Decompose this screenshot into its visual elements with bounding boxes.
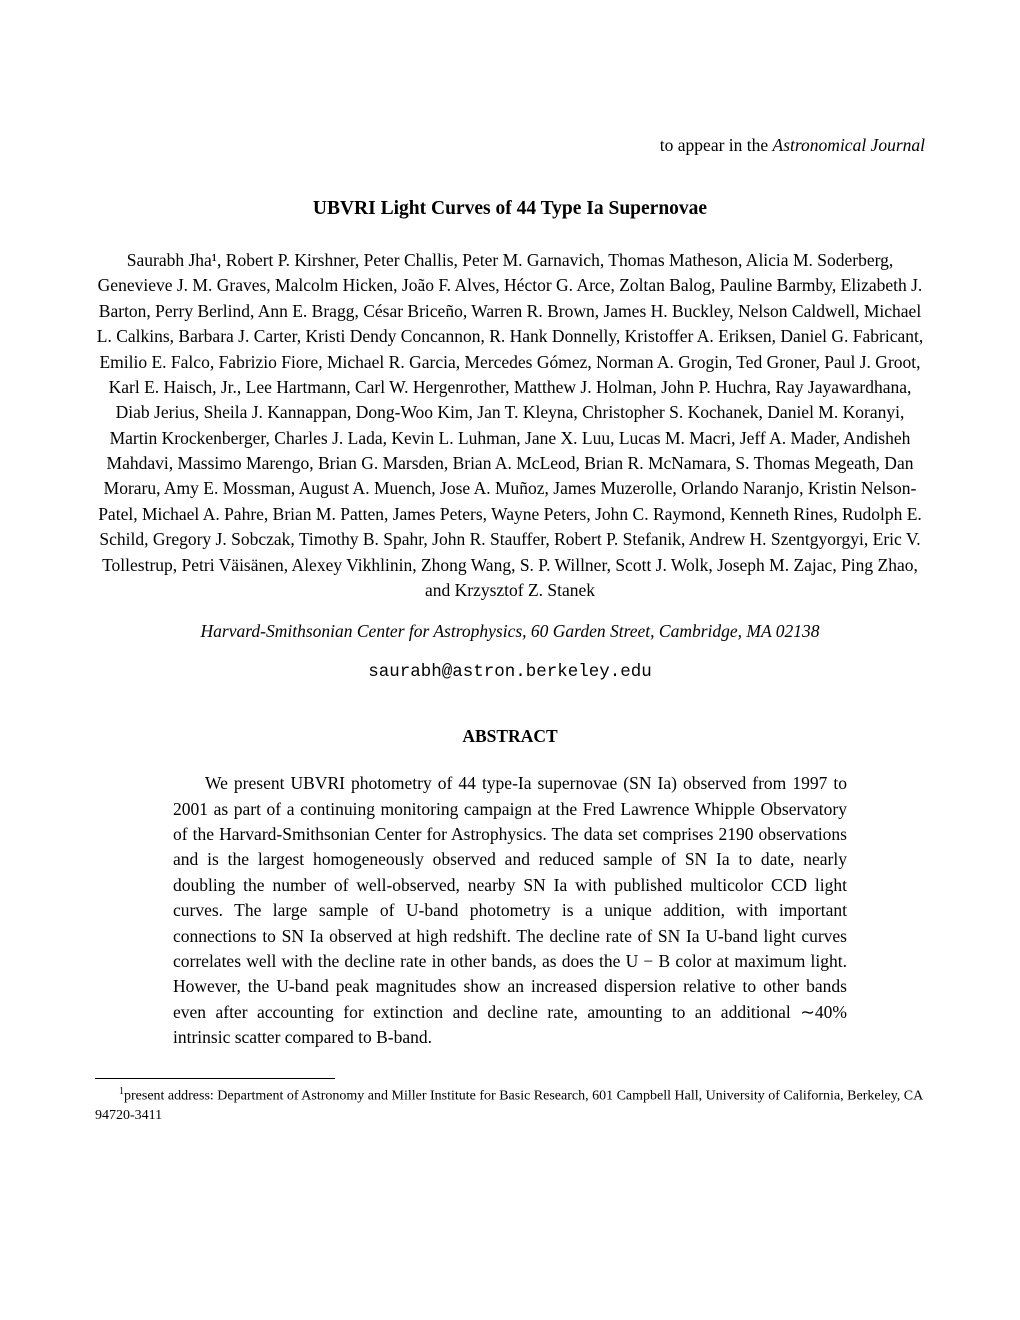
paper-page: to appear in the Astronomical Journal UB… — [0, 0, 1020, 1320]
paper-title: UBVRI Light Curves of 44 Type Ia Superno… — [95, 198, 925, 220]
footnote: 1present address: Department of Astronom… — [95, 1085, 925, 1125]
journal-name: Astronomical Journal — [773, 135, 925, 155]
footnote-rule — [95, 1078, 335, 1079]
abstract-heading: ABSTRACT — [95, 726, 925, 747]
abstract-body: We present UBVRI photometry of 44 type-I… — [173, 771, 847, 1050]
contact-email: saurabh@astron.berkeley.edu — [95, 662, 925, 682]
appear-prefix: to appear in the — [660, 135, 773, 155]
authors-block: Saurabh Jha¹, Robert P. Kirshner, Peter … — [95, 248, 925, 603]
footnote-text: present address: Department of Astronomy… — [95, 1089, 922, 1123]
affiliation: Harvard-Smithsonian Center for Astrophys… — [95, 621, 925, 642]
appear-line: to appear in the Astronomical Journal — [95, 135, 925, 156]
